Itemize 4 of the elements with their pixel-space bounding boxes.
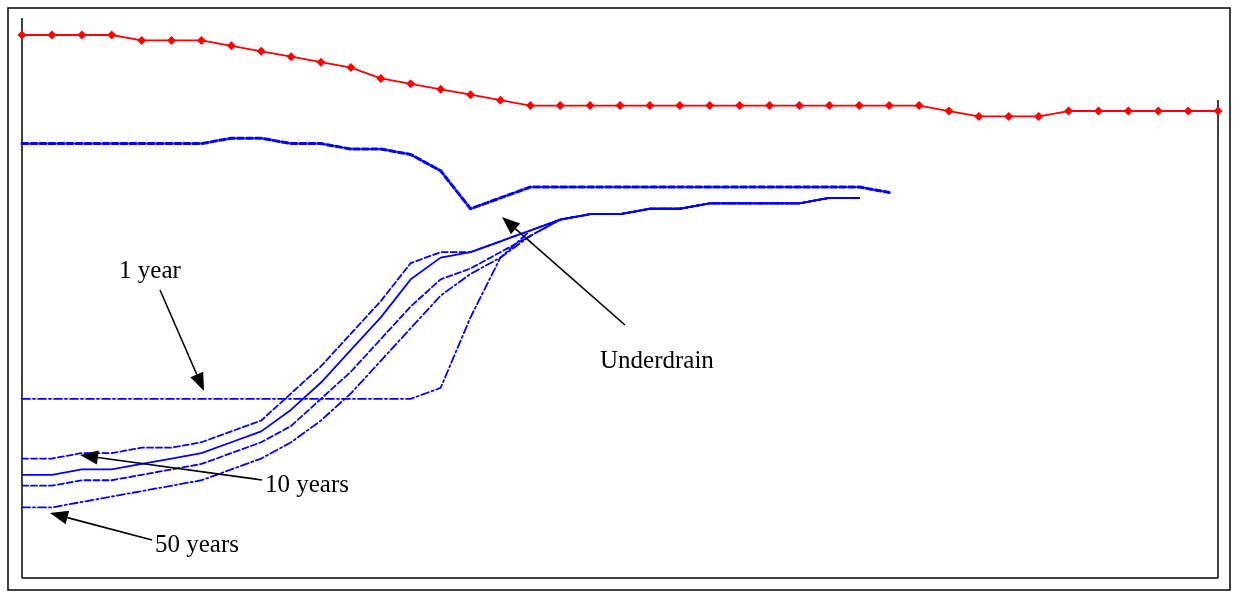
annotation: Underdrain <box>600 346 715 373</box>
annotation: 10 years <box>265 470 349 497</box>
annotation: 50 years <box>155 530 239 557</box>
annotation: 1 year <box>119 256 182 283</box>
